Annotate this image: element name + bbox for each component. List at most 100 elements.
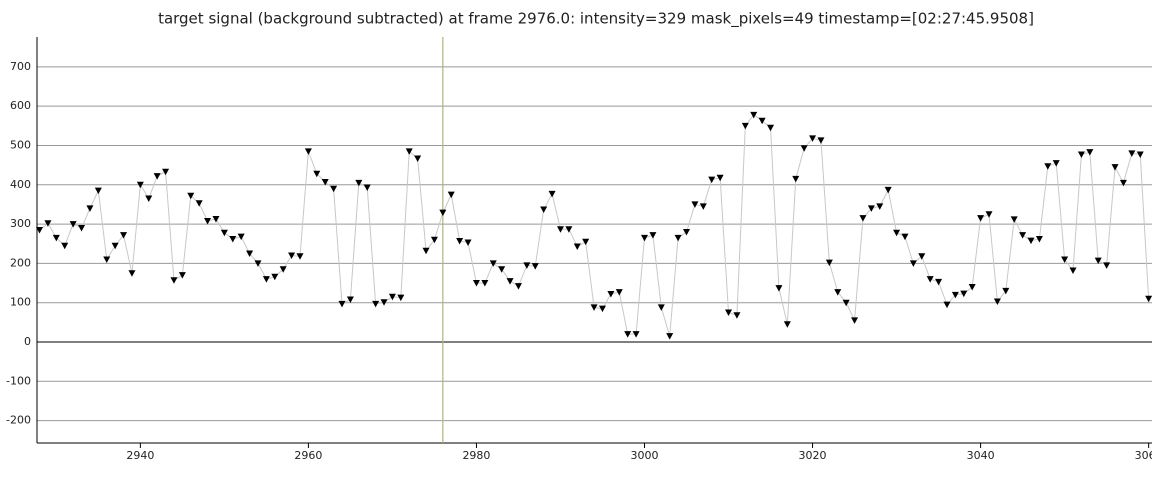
data-marker [556, 226, 564, 233]
data-marker [977, 215, 985, 222]
data-marker [363, 184, 371, 192]
data-marker [69, 221, 77, 228]
data-marker [321, 179, 329, 186]
data-marker [153, 173, 161, 180]
data-marker [573, 243, 581, 250]
data-marker [842, 299, 850, 307]
data-marker [136, 181, 144, 189]
data-marker [430, 236, 438, 244]
data-marker [716, 174, 724, 182]
data-marker [741, 122, 749, 130]
data-marker [1044, 163, 1052, 170]
x-tick-label: 3000 [630, 449, 658, 462]
data-marker [607, 291, 615, 298]
data-marker [254, 260, 262, 267]
data-marker [330, 185, 338, 193]
data-marker [876, 203, 884, 210]
data-marker [750, 111, 758, 119]
data-marker [237, 233, 245, 241]
data-marker [414, 155, 422, 162]
x-tick-label: 2960 [294, 449, 322, 462]
data-marker [657, 304, 665, 311]
data-marker [968, 283, 976, 291]
data-marker [775, 285, 783, 292]
y-tick-label: 600 [10, 99, 31, 112]
data-marker [288, 252, 296, 260]
data-marker [220, 229, 228, 237]
x-tick-label: 3060 [1135, 449, 1152, 462]
data-marker [540, 206, 548, 214]
data-marker [372, 300, 380, 308]
data-marker [1128, 150, 1136, 157]
y-tick-label: 200 [10, 256, 31, 269]
y-tick-label: 0 [24, 335, 31, 348]
data-marker [78, 225, 86, 232]
data-marker [464, 239, 472, 247]
data-marker [296, 253, 304, 260]
data-marker [178, 272, 186, 279]
data-marker [229, 236, 237, 243]
data-marker [506, 278, 514, 285]
data-marker [514, 283, 522, 290]
data-marker [246, 250, 254, 258]
data-marker [94, 187, 102, 195]
data-marker [867, 205, 875, 212]
data-marker [1035, 236, 1043, 243]
data-marker [800, 145, 808, 152]
data-marker [1061, 256, 1069, 263]
data-marker [767, 124, 775, 132]
data-marker [1010, 216, 1018, 223]
data-marker [834, 289, 842, 296]
data-marker [1103, 262, 1111, 269]
data-marker [304, 148, 312, 155]
data-marker [909, 260, 917, 267]
data-marker [195, 200, 203, 207]
data-marker [960, 290, 968, 298]
data-marker [271, 273, 279, 281]
data-marker [120, 232, 128, 239]
data-marker [388, 293, 396, 301]
data-marker [380, 299, 388, 306]
data-marker [187, 192, 195, 200]
data-marker [86, 205, 94, 212]
data-marker [472, 280, 480, 287]
x-tick-label: 3040 [967, 449, 995, 462]
data-marker [481, 280, 489, 287]
data-marker [851, 317, 859, 324]
data-marker [918, 253, 926, 260]
data-marker [170, 277, 178, 284]
data-marker [817, 137, 825, 144]
data-marker [498, 266, 506, 273]
data-marker [1136, 151, 1144, 159]
y-tick-label: -200 [6, 414, 31, 427]
data-marker [489, 260, 497, 267]
data-marker [1094, 257, 1102, 265]
data-marker [422, 247, 430, 255]
data-marker [204, 217, 212, 225]
y-tick-label: 400 [10, 178, 31, 191]
data-marker [1119, 179, 1127, 187]
data-marker [758, 117, 766, 125]
data-marker [405, 148, 413, 155]
data-marker [943, 301, 951, 309]
data-marker [708, 176, 716, 184]
data-marker [456, 237, 464, 245]
data-marker [355, 179, 363, 187]
data-marker [1111, 164, 1119, 171]
x-tick-label: 2940 [126, 449, 154, 462]
data-marker [935, 278, 943, 286]
data-marker [640, 234, 648, 242]
data-marker [36, 226, 44, 234]
data-marker [212, 215, 220, 223]
x-tick-label: 3020 [799, 449, 827, 462]
y-tick-label: 700 [10, 60, 31, 73]
data-marker [691, 201, 699, 208]
data-marker [951, 291, 959, 299]
data-marker [103, 256, 111, 263]
y-tick-label: 500 [10, 138, 31, 151]
data-marker [985, 211, 993, 218]
y-tick-label: 100 [10, 296, 31, 309]
data-marker [926, 276, 934, 283]
data-marker [44, 220, 52, 227]
